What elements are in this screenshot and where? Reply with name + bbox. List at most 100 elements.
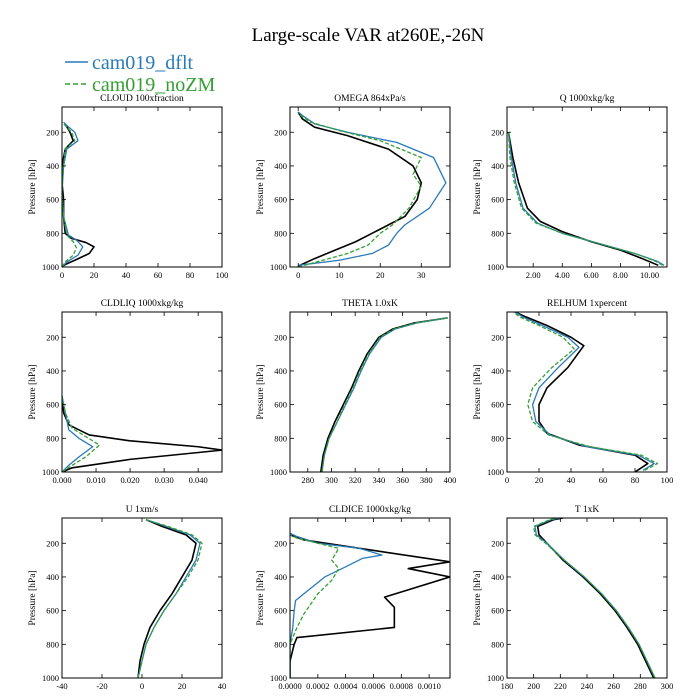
x-tick-label: 0.020 (121, 475, 140, 485)
panel-frame (506, 311, 668, 473)
y-tick-label: 400 (491, 366, 504, 376)
y-tick-label: 400 (46, 161, 59, 171)
panel-3: CLDLIQ 1000xkg/kg 0.000 0.010 0.020 0.030 0.0… (28, 299, 223, 485)
y-axis-label: Pressure [hPa] (256, 570, 266, 625)
y-axis-label: Pressure [hPa] (473, 364, 483, 419)
y-tick-label: 800 (274, 639, 287, 649)
y-tick-label: 600 (274, 400, 287, 410)
x-tick-label: 320 (349, 475, 362, 485)
y-tick-label: 1000 (270, 673, 287, 683)
x-tick-label: 0.0008 (390, 681, 413, 691)
panel-lines (533, 518, 656, 678)
x-tick-label: 400 (444, 475, 457, 485)
y-tick-label: 400 (274, 572, 287, 582)
series-line-reference (297, 111, 423, 267)
panel-frame (506, 106, 668, 268)
y-tick-label: 400 (491, 161, 504, 171)
y-tick-label: 600 (491, 400, 504, 410)
x-tick-label: 2.00 (526, 270, 541, 280)
panel-title: RELHUM 1xpercent (547, 299, 627, 309)
series-line-cam019_dflt (62, 121, 84, 267)
series-line-reference (320, 317, 448, 472)
y-axis-label: Pressure [hPa] (473, 570, 483, 625)
x-tick-label: 380 (420, 475, 433, 485)
x-tick-label: 240 (581, 681, 594, 691)
panel-5: RELHUM 1xpercent 0 20 40 60 80 100 200 400 600 800… (473, 299, 673, 485)
panel-title: THETA 1.0xK (342, 299, 398, 309)
x-tick-label: 0.010 (86, 475, 105, 485)
x-tick-label: 10.00 (640, 270, 659, 280)
y-tick-label: 800 (491, 228, 504, 238)
y-axis-label: Pressure [hPa] (256, 364, 266, 419)
series-line-cam019_noZM (507, 132, 663, 266)
x-tick-label: 300 (325, 475, 338, 485)
y-tick-label: 200 (274, 538, 287, 548)
x-tick-label: 0.0004 (334, 681, 358, 691)
x-tick-label: 0.0006 (362, 681, 385, 691)
y-tick-label: 1000 (270, 467, 287, 477)
y-tick-label: 800 (46, 228, 59, 238)
x-tick-label: 80 (631, 475, 640, 485)
y-tick-label: 1000 (42, 673, 59, 683)
panel-title: OMEGA 864xPa/s (334, 94, 406, 104)
x-tick-label: 40 (567, 475, 576, 485)
panel-0: CLOUD 100xfraction 0 20 40 60 80 100 200 400 600 8… (28, 93, 228, 280)
panel-4: THETA 1.0xK 280 300 320 340 360 380 400 200 400 60… (256, 299, 456, 485)
x-tick-label: 180 (501, 681, 514, 691)
y-tick-label: 800 (46, 639, 59, 649)
y-tick-label: 200 (46, 332, 59, 342)
y-tick-label: 200 (491, 127, 504, 137)
y-tick-label: 200 (274, 127, 287, 137)
y-tick-label: 600 (274, 195, 287, 205)
x-tick-label: 100 (216, 270, 229, 280)
panel-lines (512, 312, 659, 472)
x-tick-label: 0.0000 (278, 681, 301, 691)
series-line-cam019_dflt (514, 312, 655, 471)
x-tick-label: 60 (599, 475, 608, 485)
panel-lines (62, 121, 95, 267)
x-tick-label: 30 (417, 270, 426, 280)
series-line-cam019_noZM (137, 519, 203, 678)
panel-lines (507, 132, 665, 267)
series-line-cam019_dflt (507, 132, 665, 266)
y-tick-label: 1000 (270, 262, 287, 272)
y-tick-label: 1000 (487, 467, 504, 477)
series-line-cam019_dflt (297, 111, 447, 266)
x-tick-label: -40 (56, 681, 67, 691)
y-tick-label: 200 (46, 127, 59, 137)
series-line-cam019_dflt (534, 518, 656, 678)
series-line-cam019_noZM (533, 518, 656, 678)
x-tick-label: 60 (154, 270, 163, 280)
x-tick-label: 40 (218, 681, 227, 691)
panel-title: Q 1000xkg/kg (560, 94, 615, 104)
x-tick-label: 0.000 (52, 475, 71, 485)
panel-frame (61, 311, 223, 473)
x-tick-label: 8.00 (613, 270, 628, 280)
x-tick-label: 260 (607, 681, 620, 691)
x-tick-label: 0.030 (155, 475, 174, 485)
y-axis-label: Pressure [hPa] (28, 364, 38, 419)
y-tick-label: 600 (46, 400, 59, 410)
y-tick-label: 1000 (42, 467, 59, 477)
panel-lines (290, 532, 450, 678)
panel-lines (137, 518, 203, 678)
y-tick-label: 600 (274, 606, 287, 616)
x-tick-label: 0 (140, 681, 144, 691)
x-tick-label: 6.00 (584, 270, 599, 280)
x-tick-label: 20 (90, 270, 99, 280)
x-tick-label: 0.0010 (417, 681, 440, 691)
x-tick-label: 40 (122, 270, 131, 280)
series-line-reference (62, 123, 95, 267)
y-tick-label: 600 (491, 606, 504, 616)
series-line-cam019_noZM (62, 121, 78, 267)
x-tick-label: 4.00 (555, 270, 570, 280)
x-tick-label: 0.0002 (306, 681, 329, 691)
x-tick-label: 0 (505, 475, 509, 485)
series-line-reference (536, 518, 655, 678)
series-line-cam019_noZM (512, 312, 659, 471)
y-tick-label: 200 (274, 332, 287, 342)
series-line-cam019_dflt (321, 317, 448, 472)
series-line-reference (62, 396, 222, 472)
x-tick-label: 300 (661, 681, 674, 691)
